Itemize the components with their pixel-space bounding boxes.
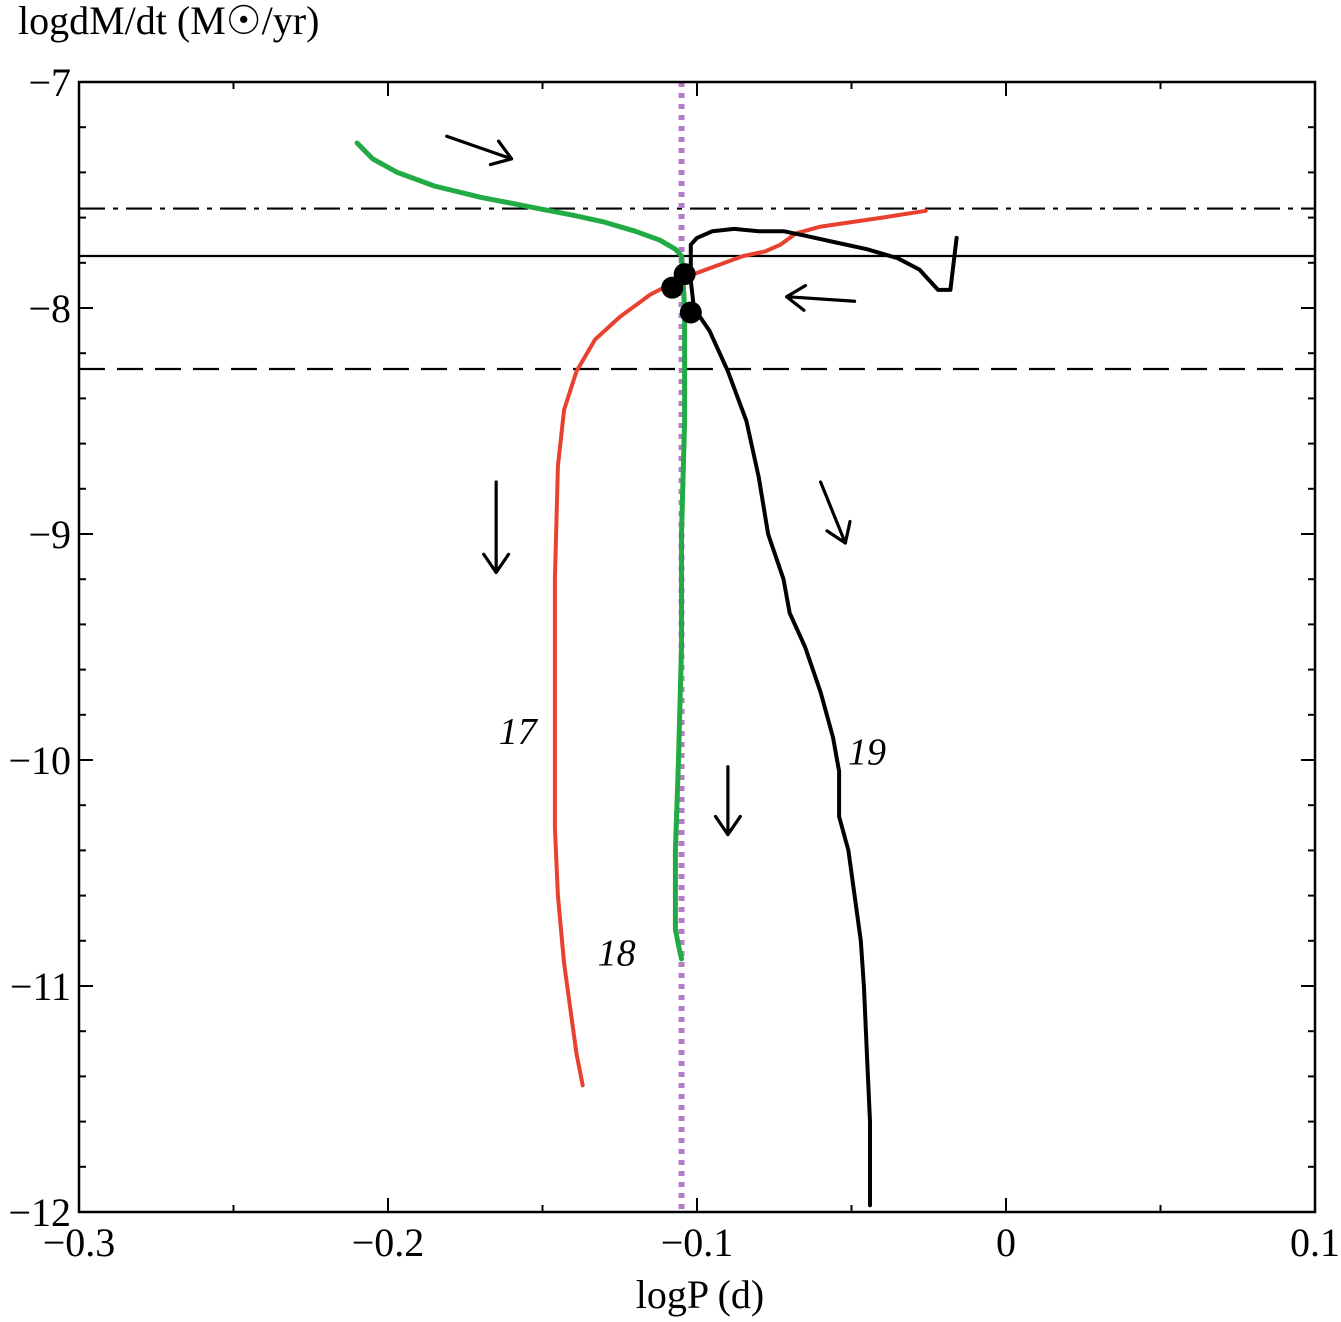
x-tick-label: −0.3 — [43, 1220, 116, 1265]
axis-ticks — [78, 81, 1316, 1213]
plot-frame — [77, 80, 1317, 1214]
series-lines — [354, 140, 959, 1208]
series-label-19: 19 — [848, 732, 886, 774]
x-axis-title: logP (d) — [636, 1272, 765, 1317]
series-line-19 — [688, 226, 959, 1208]
direction-arrow — [482, 480, 511, 575]
direction-arrows — [445, 134, 857, 837]
direction-arrow — [785, 283, 857, 312]
direction-arrow — [445, 134, 514, 167]
start-markers — [661, 263, 702, 324]
y-axis-title: logdM/dt (M☉/yr) — [18, 0, 319, 43]
x-tick-label: −0.2 — [352, 1220, 425, 1265]
y-tick-labels: −7 −8 −9 −10 −11 −12 — [8, 60, 71, 1235]
series-line-18 — [354, 140, 688, 962]
y-tick-label: −10 — [8, 738, 71, 783]
direction-arrow — [713, 765, 742, 837]
direction-arrow — [819, 480, 852, 545]
start-marker-18 — [673, 263, 696, 286]
x-tick-label: 0.1 — [1290, 1220, 1340, 1265]
y-tick-label: −8 — [28, 286, 71, 331]
y-tick-label: −11 — [10, 964, 71, 1009]
series-label-18: 18 — [598, 933, 636, 975]
y-tick-label: −7 — [28, 60, 71, 105]
series-label-17: 17 — [499, 711, 539, 753]
x-tick-labels: −0.3 −0.2 −0.1 0 0.1 — [43, 1220, 1340, 1265]
y-tick-label: −9 — [28, 512, 71, 557]
start-marker-19 — [679, 301, 702, 324]
y-tick-label: −12 — [8, 1190, 71, 1235]
reference-lines — [79, 82, 1315, 1212]
series-labels: 17 18 19 — [499, 711, 886, 974]
x-tick-label: −0.1 — [661, 1220, 734, 1265]
x-tick-label: 0 — [996, 1220, 1016, 1265]
